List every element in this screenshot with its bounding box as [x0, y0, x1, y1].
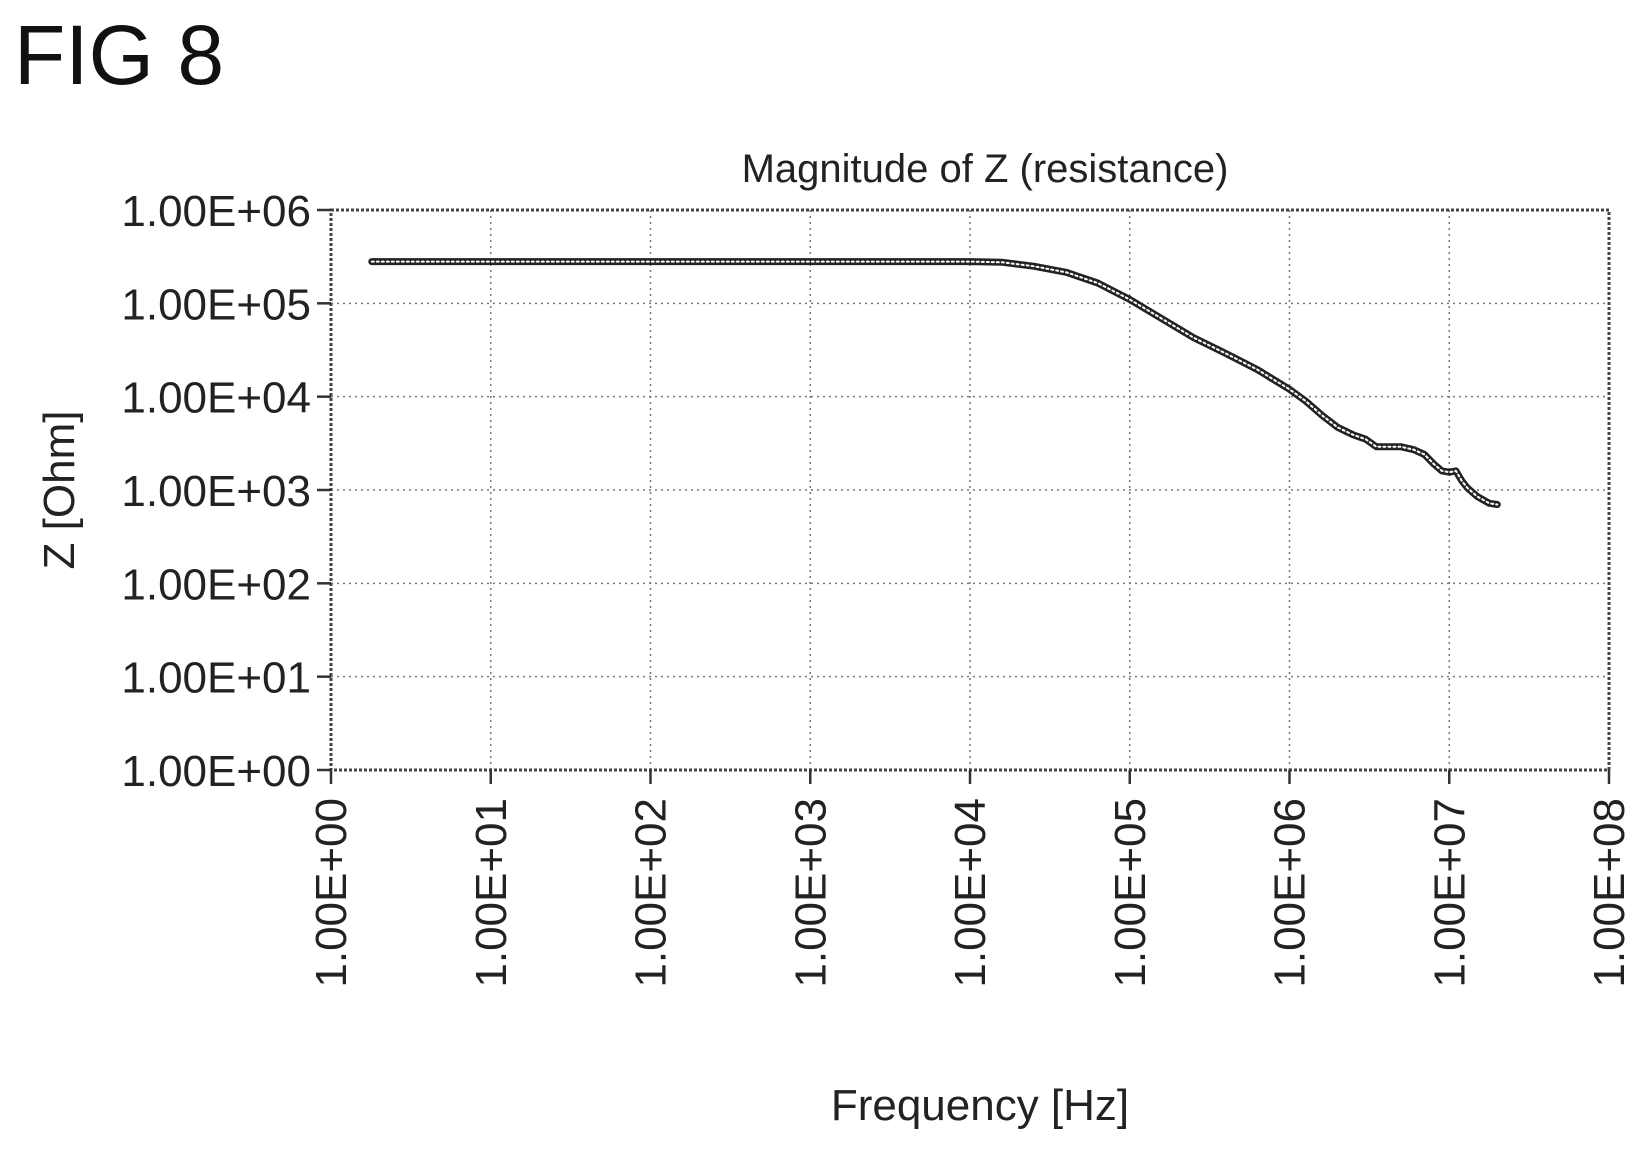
x-tick-labels: 1.00E+00 1.00E+01 1.00E+02 1.00E+03 1.00E+04…	[307, 798, 1634, 988]
y-tick-label: 1.00E+02	[121, 560, 311, 609]
y-tick-label: 1.00E+05	[121, 280, 311, 329]
series-line-highlight	[370, 260, 1499, 506]
x-tick-label: 1.00E+01	[467, 798, 516, 988]
x-tick-label: 1.00E+06	[1266, 798, 1315, 988]
figure-label: FIG 8	[14, 8, 224, 102]
y-tick-label: 1.00E+04	[121, 374, 311, 423]
x-tick-label: 1.00E+04	[946, 798, 995, 988]
chart-title: Magnitude of Z (resistance)	[742, 147, 1229, 191]
x-tick-label: 1.00E+02	[627, 798, 676, 988]
y-tick-label: 1.00E+06	[121, 187, 311, 236]
x-tick-label: 1.00E+08	[1585, 798, 1634, 988]
y-tick-labels: 1.00E+00 1.00E+01 1.00E+02 1.00E+03 1.00E+04…	[121, 187, 311, 796]
x-tick-label: 1.00E+07	[1425, 798, 1474, 988]
grid-lines	[331, 210, 1609, 770]
series-layer	[368, 258, 1501, 508]
x-tick-label: 1.00E+05	[1106, 798, 1155, 988]
series-line	[368, 258, 1501, 508]
y-tick-label: 1.00E+00	[121, 747, 311, 796]
y-tick-label: 1.00E+03	[121, 467, 311, 516]
x-tick-label: 1.00E+03	[786, 798, 835, 988]
x-tick-label: 1.00E+00	[307, 798, 356, 988]
y-tick-label: 1.00E+01	[121, 654, 311, 703]
y-axis-label: Z [Ohm]	[35, 411, 84, 570]
axis-ticks	[317, 208, 1611, 784]
x-axis-label: Frequency [Hz]	[831, 1081, 1129, 1130]
